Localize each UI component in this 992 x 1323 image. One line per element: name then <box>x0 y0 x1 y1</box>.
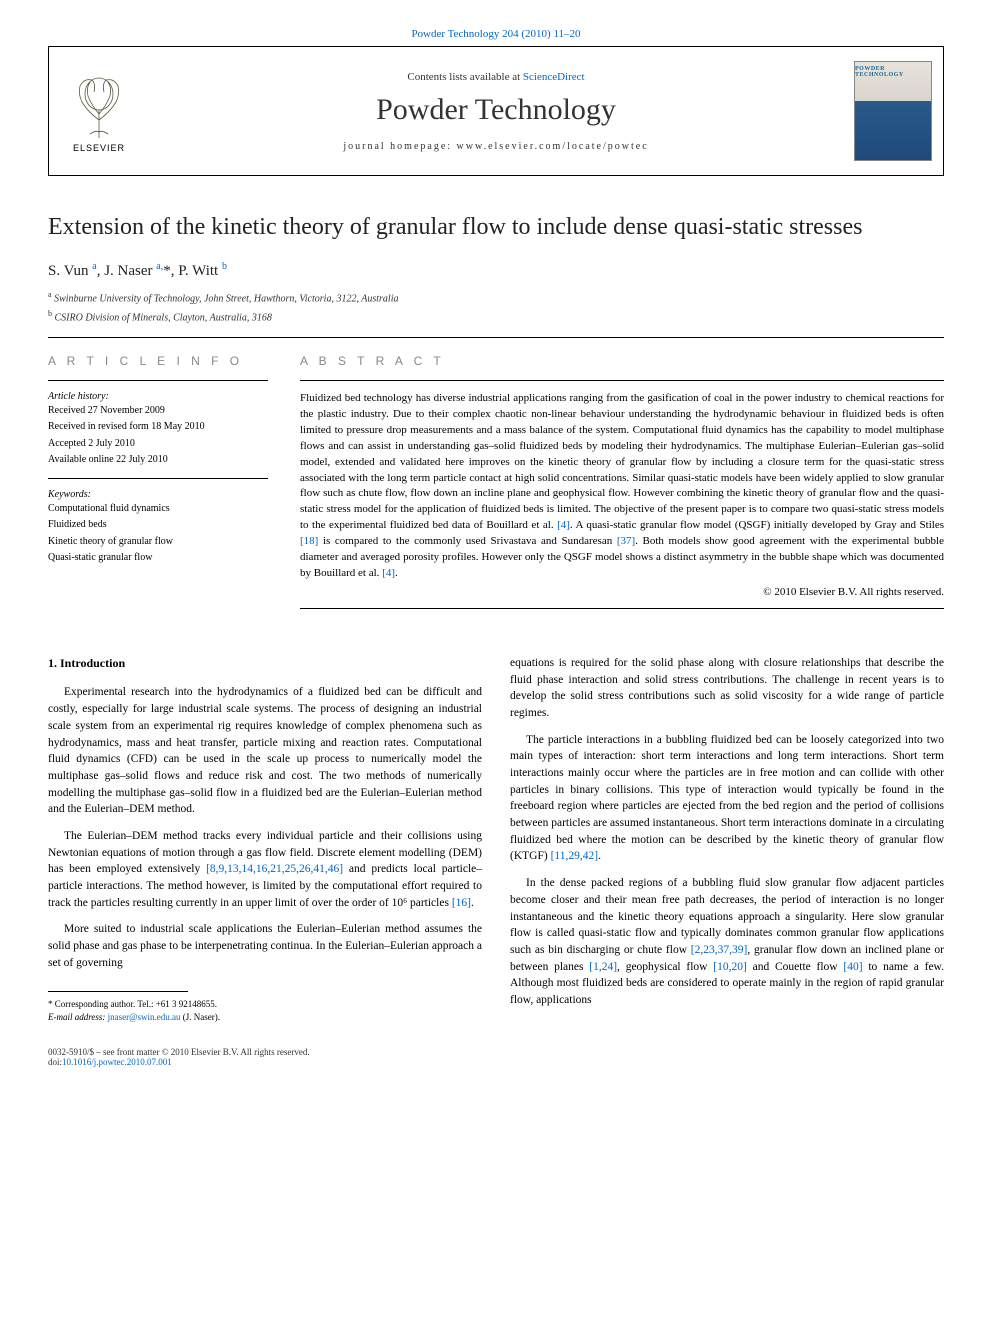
info-divider <box>48 478 268 479</box>
header-center: Contents lists available at ScienceDirec… <box>149 47 843 175</box>
citation-ref[interactable]: [18] <box>300 535 318 547</box>
email-label: E-mail address: <box>48 1012 105 1022</box>
abstract-heading: A B S T R A C T <box>300 354 944 368</box>
citation-ref[interactable]: [16] <box>452 897 471 909</box>
email-link[interactable]: jnaser@swin.edu.au <box>108 1012 181 1022</box>
page-container: Powder Technology 204 (2010) 11–20 ELSEV <box>0 0 992 1107</box>
history-line: Received in revised form 18 May 2010 <box>48 420 268 435</box>
email-line: E-mail address: jnaser@swin.edu.au (J. N… <box>48 1011 482 1024</box>
keywords-label: Keywords: <box>48 489 268 500</box>
body-right-column: equations is required for the solid phas… <box>510 655 944 1023</box>
journal-cover: POWDER TECHNOLOGY <box>843 47 943 175</box>
keyword: Fluidized beds <box>48 518 268 533</box>
body-paragraph: In the dense packed regions of a bubblin… <box>510 875 944 1008</box>
page-footer: 0032-5910/$ – see front matter © 2010 El… <box>48 1047 944 1067</box>
abstract-column: A B S T R A C T Fluidized bed technology… <box>300 354 944 619</box>
cover-thumbnail: POWDER TECHNOLOGY <box>854 61 932 161</box>
citation-ref[interactable]: [8,9,13,14,16,21,25,26,41,46] <box>206 863 343 875</box>
history-line: Available online 22 July 2010 <box>48 453 268 468</box>
body-paragraph: equations is required for the solid phas… <box>510 655 944 722</box>
authors-list: S. Vun a, J. Naser a,*, P. Witt b <box>48 261 944 280</box>
contents-line: Contents lists available at ScienceDirec… <box>407 71 584 83</box>
citation-ref[interactable]: [40] <box>843 961 862 973</box>
email-suffix: (J. Naser). <box>183 1012 220 1022</box>
citation-ref[interactable]: [2,23,37,39] <box>691 944 748 956</box>
citation-ref[interactable]: [37] <box>617 535 635 547</box>
issn-line: 0032-5910/$ – see front matter © 2010 El… <box>48 1047 944 1057</box>
keyword: Kinetic theory of granular flow <box>48 535 268 550</box>
elsevier-tree-icon <box>67 69 131 141</box>
journal-citation-link[interactable]: Powder Technology 204 (2010) 11–20 <box>48 28 944 40</box>
body-paragraph: Experimental research into the hydrodyna… <box>48 684 482 817</box>
corresponding-author-footnote: * Corresponding author. Tel.: +61 3 9214… <box>48 998 482 1023</box>
cover-title-text: POWDER TECHNOLOGY <box>855 66 927 78</box>
citation-ref[interactable]: [1,24] <box>589 961 617 973</box>
abstract-text: Fluidized bed technology has diverse ind… <box>300 391 944 582</box>
copyright-line: © 2010 Elsevier B.V. All rights reserved… <box>300 586 944 598</box>
section-divider <box>48 337 944 338</box>
body-paragraph: More suited to industrial scale applicat… <box>48 921 482 971</box>
journal-homepage: journal homepage: www.elsevier.com/locat… <box>343 141 648 152</box>
article-info-column: A R T I C L E I N F O Article history: R… <box>48 354 268 619</box>
abstract-end-divider <box>300 608 944 609</box>
history-line: Accepted 2 July 2010 <box>48 437 268 452</box>
affiliation: b CSIRO Division of Minerals, Clayton, A… <box>48 309 944 323</box>
corresponding-line: * Corresponding author. Tel.: +61 3 9214… <box>48 998 482 1011</box>
doi-link[interactable]: 10.1016/j.powtec.2010.07.001 <box>62 1057 172 1067</box>
elsevier-logo: ELSEVIER <box>49 47 149 175</box>
sciencedirect-link[interactable]: ScienceDirect <box>523 71 585 83</box>
body-paragraph: The particle interactions in a bubbling … <box>510 732 944 865</box>
citation-ref[interactable]: [4] <box>382 567 395 579</box>
body-left-column: 1. Introduction Experimental research in… <box>48 655 482 1023</box>
article-info-heading: A R T I C L E I N F O <box>48 354 268 368</box>
info-divider <box>48 380 268 381</box>
history-label: Article history: <box>48 391 268 402</box>
citation-ref[interactable]: [4] <box>557 519 570 531</box>
contents-prefix: Contents lists available at <box>407 71 522 83</box>
history-line: Received 27 November 2009 <box>48 404 268 419</box>
affiliation: a Swinburne University of Technology, Jo… <box>48 290 944 304</box>
keyword: Computational fluid dynamics <box>48 502 268 517</box>
info-abstract-row: A R T I C L E I N F O Article history: R… <box>48 354 944 619</box>
section-heading: 1. Introduction <box>48 655 482 672</box>
keyword: Quasi-static granular flow <box>48 551 268 566</box>
abstract-divider <box>300 380 944 381</box>
doi-line: doi:10.1016/j.powtec.2010.07.001 <box>48 1057 944 1067</box>
body-two-column: 1. Introduction Experimental research in… <box>48 655 944 1023</box>
elsevier-text: ELSEVIER <box>73 143 125 153</box>
journal-header: ELSEVIER Contents lists available at Sci… <box>48 46 944 176</box>
journal-name: Powder Technology <box>376 93 616 127</box>
citation-ref[interactable]: [10,20] <box>713 961 747 973</box>
citation-ref[interactable]: [11,29,42] <box>551 850 598 862</box>
article-title: Extension of the kinetic theory of granu… <box>48 212 944 243</box>
body-paragraph: The Eulerian–DEM method tracks every ind… <box>48 828 482 911</box>
doi-prefix: doi: <box>48 1057 62 1067</box>
footnote-divider <box>48 991 188 992</box>
